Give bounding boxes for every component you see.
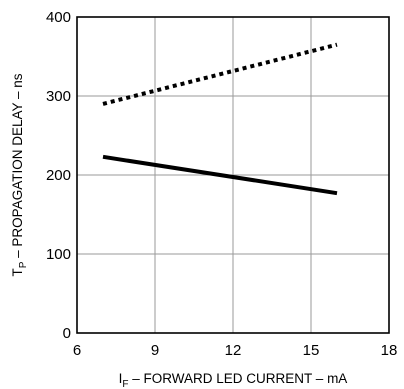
x-axis-label-subscript: F (122, 379, 128, 389)
y-tick-label: 100 (46, 246, 71, 263)
y-tick-labels: 0 100 200 300 400 (46, 9, 71, 342)
series-layer (102, 42, 338, 196)
x-axis-label-rest: – FORWARD LED CURRENT – mA (129, 371, 348, 386)
y-axis-label-subscript: P (18, 261, 29, 268)
y-axis-label: TP – PROPAGATION DELAY – ns (10, 73, 29, 276)
solid-series-line (102, 154, 338, 196)
y-tick-label: 200 (46, 167, 71, 184)
x-tick-label: 12 (225, 342, 242, 359)
x-tick-label: 15 (303, 342, 320, 359)
y-tick-label: 300 (46, 88, 71, 105)
x-axis-label-prefix: I (119, 371, 123, 386)
x-tick-labels: 6 9 12 15 18 (73, 342, 398, 359)
dotted-series-line (102, 42, 338, 106)
y-tick-label: 0 (63, 325, 71, 342)
y-axis-label-rest: – PROPAGATION DELAY – ns (10, 73, 25, 261)
y-tick-label: 400 (46, 9, 71, 26)
y-axis-label-prefix: T (10, 268, 25, 276)
x-tick-label: 9 (151, 342, 159, 359)
x-axis-label: IF – FORWARD LED CURRENT – mA (119, 371, 348, 389)
plot-frame (76, 16, 390, 334)
x-tick-label: 6 (73, 342, 81, 359)
x-tick-label: 18 (381, 342, 398, 359)
